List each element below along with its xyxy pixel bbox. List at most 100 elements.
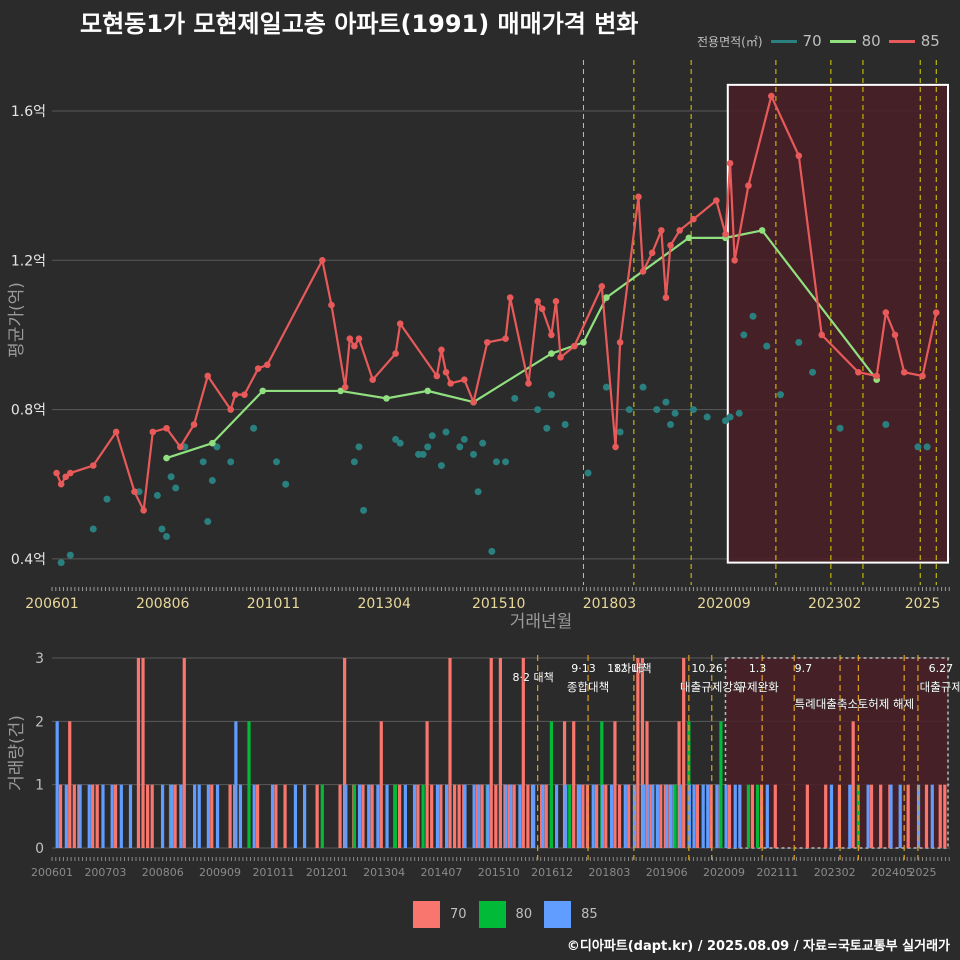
point-70	[153, 491, 161, 499]
volume-legend: 70 80 85	[413, 901, 598, 928]
volume-bar-70	[640, 658, 645, 848]
policy-annotation: 규제완화	[736, 680, 779, 694]
volume-bar-85	[609, 784, 614, 848]
volume-bar-70	[416, 784, 420, 848]
point-70	[428, 432, 436, 440]
volume-bar-85	[119, 784, 123, 848]
volume-bar-70	[512, 784, 516, 848]
volume-bar-80	[719, 721, 723, 848]
volume-bar-85	[623, 784, 627, 848]
legend-title: 전용면적(㎡)	[697, 34, 763, 49]
point-85	[548, 331, 555, 339]
x-axis-label: 거래년월	[510, 612, 573, 632]
point-85	[140, 507, 147, 514]
volume-bar-85	[504, 784, 508, 848]
point-70	[167, 473, 175, 481]
volume-x-tick-label: 202009	[703, 866, 745, 879]
volume-bar-85	[930, 784, 934, 848]
policy-annotation: 특례대출축소	[795, 697, 858, 711]
volume-bar-80	[352, 784, 356, 848]
point-85	[534, 298, 541, 305]
volume-bar-70	[173, 784, 177, 848]
volume-bar-70	[943, 784, 947, 848]
x-tick-label: 201510	[472, 596, 525, 612]
volume-bar-80	[746, 784, 751, 848]
legend-label-70: 70	[802, 32, 822, 50]
policy-annotation: 1.3	[749, 662, 767, 675]
volume-bar-80	[687, 721, 691, 848]
volume-bar-85	[541, 784, 545, 848]
volume-bar-70	[636, 658, 640, 848]
volume-bar-70	[141, 658, 145, 848]
point-70	[213, 443, 221, 451]
point-85	[355, 335, 363, 342]
volume-bar-85	[445, 784, 449, 848]
volume-bar-70	[526, 784, 530, 848]
legend-label-85: 85	[920, 32, 940, 50]
y-tick-label: 0.4억	[11, 552, 46, 568]
volume-x-tick-label: 201011	[252, 866, 294, 879]
point-70	[396, 439, 404, 447]
volume-bar-85	[518, 784, 522, 848]
volume-bar-80	[673, 784, 677, 848]
point-70	[740, 331, 748, 339]
volume-bar-85	[110, 784, 114, 848]
volume-bar-70	[750, 784, 754, 848]
point-85	[658, 227, 665, 234]
volume-bar-70	[595, 784, 599, 848]
volume-x-tick-label: 200806	[142, 866, 184, 879]
volume-bar-70	[113, 784, 118, 848]
point-70	[360, 506, 368, 514]
volume-bar-70	[457, 784, 461, 848]
volume-legend-label-85: 85	[581, 907, 598, 922]
volume-bar-85	[600, 784, 604, 848]
volume-bar-80	[600, 721, 604, 848]
volume-bar-85	[591, 784, 595, 848]
volume-bar-85	[179, 784, 183, 848]
volume-x-tick-label: 2025	[909, 866, 937, 879]
volume-y-tick-label: 0	[35, 841, 44, 857]
point-70	[474, 488, 482, 496]
volume-bar-70	[727, 784, 732, 848]
y-tick-label: 1.2억	[11, 253, 46, 269]
point-70	[135, 488, 143, 496]
point-70	[735, 409, 743, 417]
point-70	[795, 338, 803, 346]
volume-bar-70	[398, 784, 402, 848]
volume-legend-box-85	[544, 901, 572, 928]
point-70	[584, 469, 592, 477]
volume-bar-70	[68, 721, 72, 848]
y-tick-label: 0.8억	[11, 403, 46, 419]
point-85	[932, 309, 940, 316]
volume-bar-70	[150, 784, 154, 848]
volume-bar-85	[472, 784, 476, 848]
point-85	[231, 391, 239, 398]
point-85	[745, 182, 752, 189]
x-tick-label: 201803	[583, 596, 636, 612]
point-85	[483, 339, 491, 346]
point-85	[447, 380, 454, 387]
volume-y-tick-label: 3	[35, 651, 44, 667]
point-80	[209, 439, 216, 447]
point-80	[383, 395, 390, 402]
point-85	[57, 480, 65, 488]
volume-bar-85	[238, 784, 243, 848]
volume-bar-70	[494, 784, 498, 848]
point-85	[62, 473, 70, 481]
volume-bar-80	[394, 784, 398, 848]
point-85	[525, 380, 532, 387]
volume-x-tick-label: 202111	[756, 866, 798, 879]
volume-bar-85	[866, 784, 870, 848]
x-tick-label: 202302	[808, 596, 861, 612]
volume-bar-70	[72, 784, 76, 848]
point-85	[254, 365, 262, 372]
point-85	[369, 376, 377, 384]
volume-y-tick-label: 1	[35, 778, 44, 794]
point-85	[319, 256, 326, 264]
point-85	[639, 268, 647, 275]
policy-annotation: 대출규제강화	[680, 680, 744, 694]
footer-credit: ©디아파트(dapt.kr) / 2025.08.09 / 자료=국토교통부 실…	[566, 939, 950, 954]
point-85	[818, 331, 826, 339]
volume-bar-85	[889, 784, 893, 848]
